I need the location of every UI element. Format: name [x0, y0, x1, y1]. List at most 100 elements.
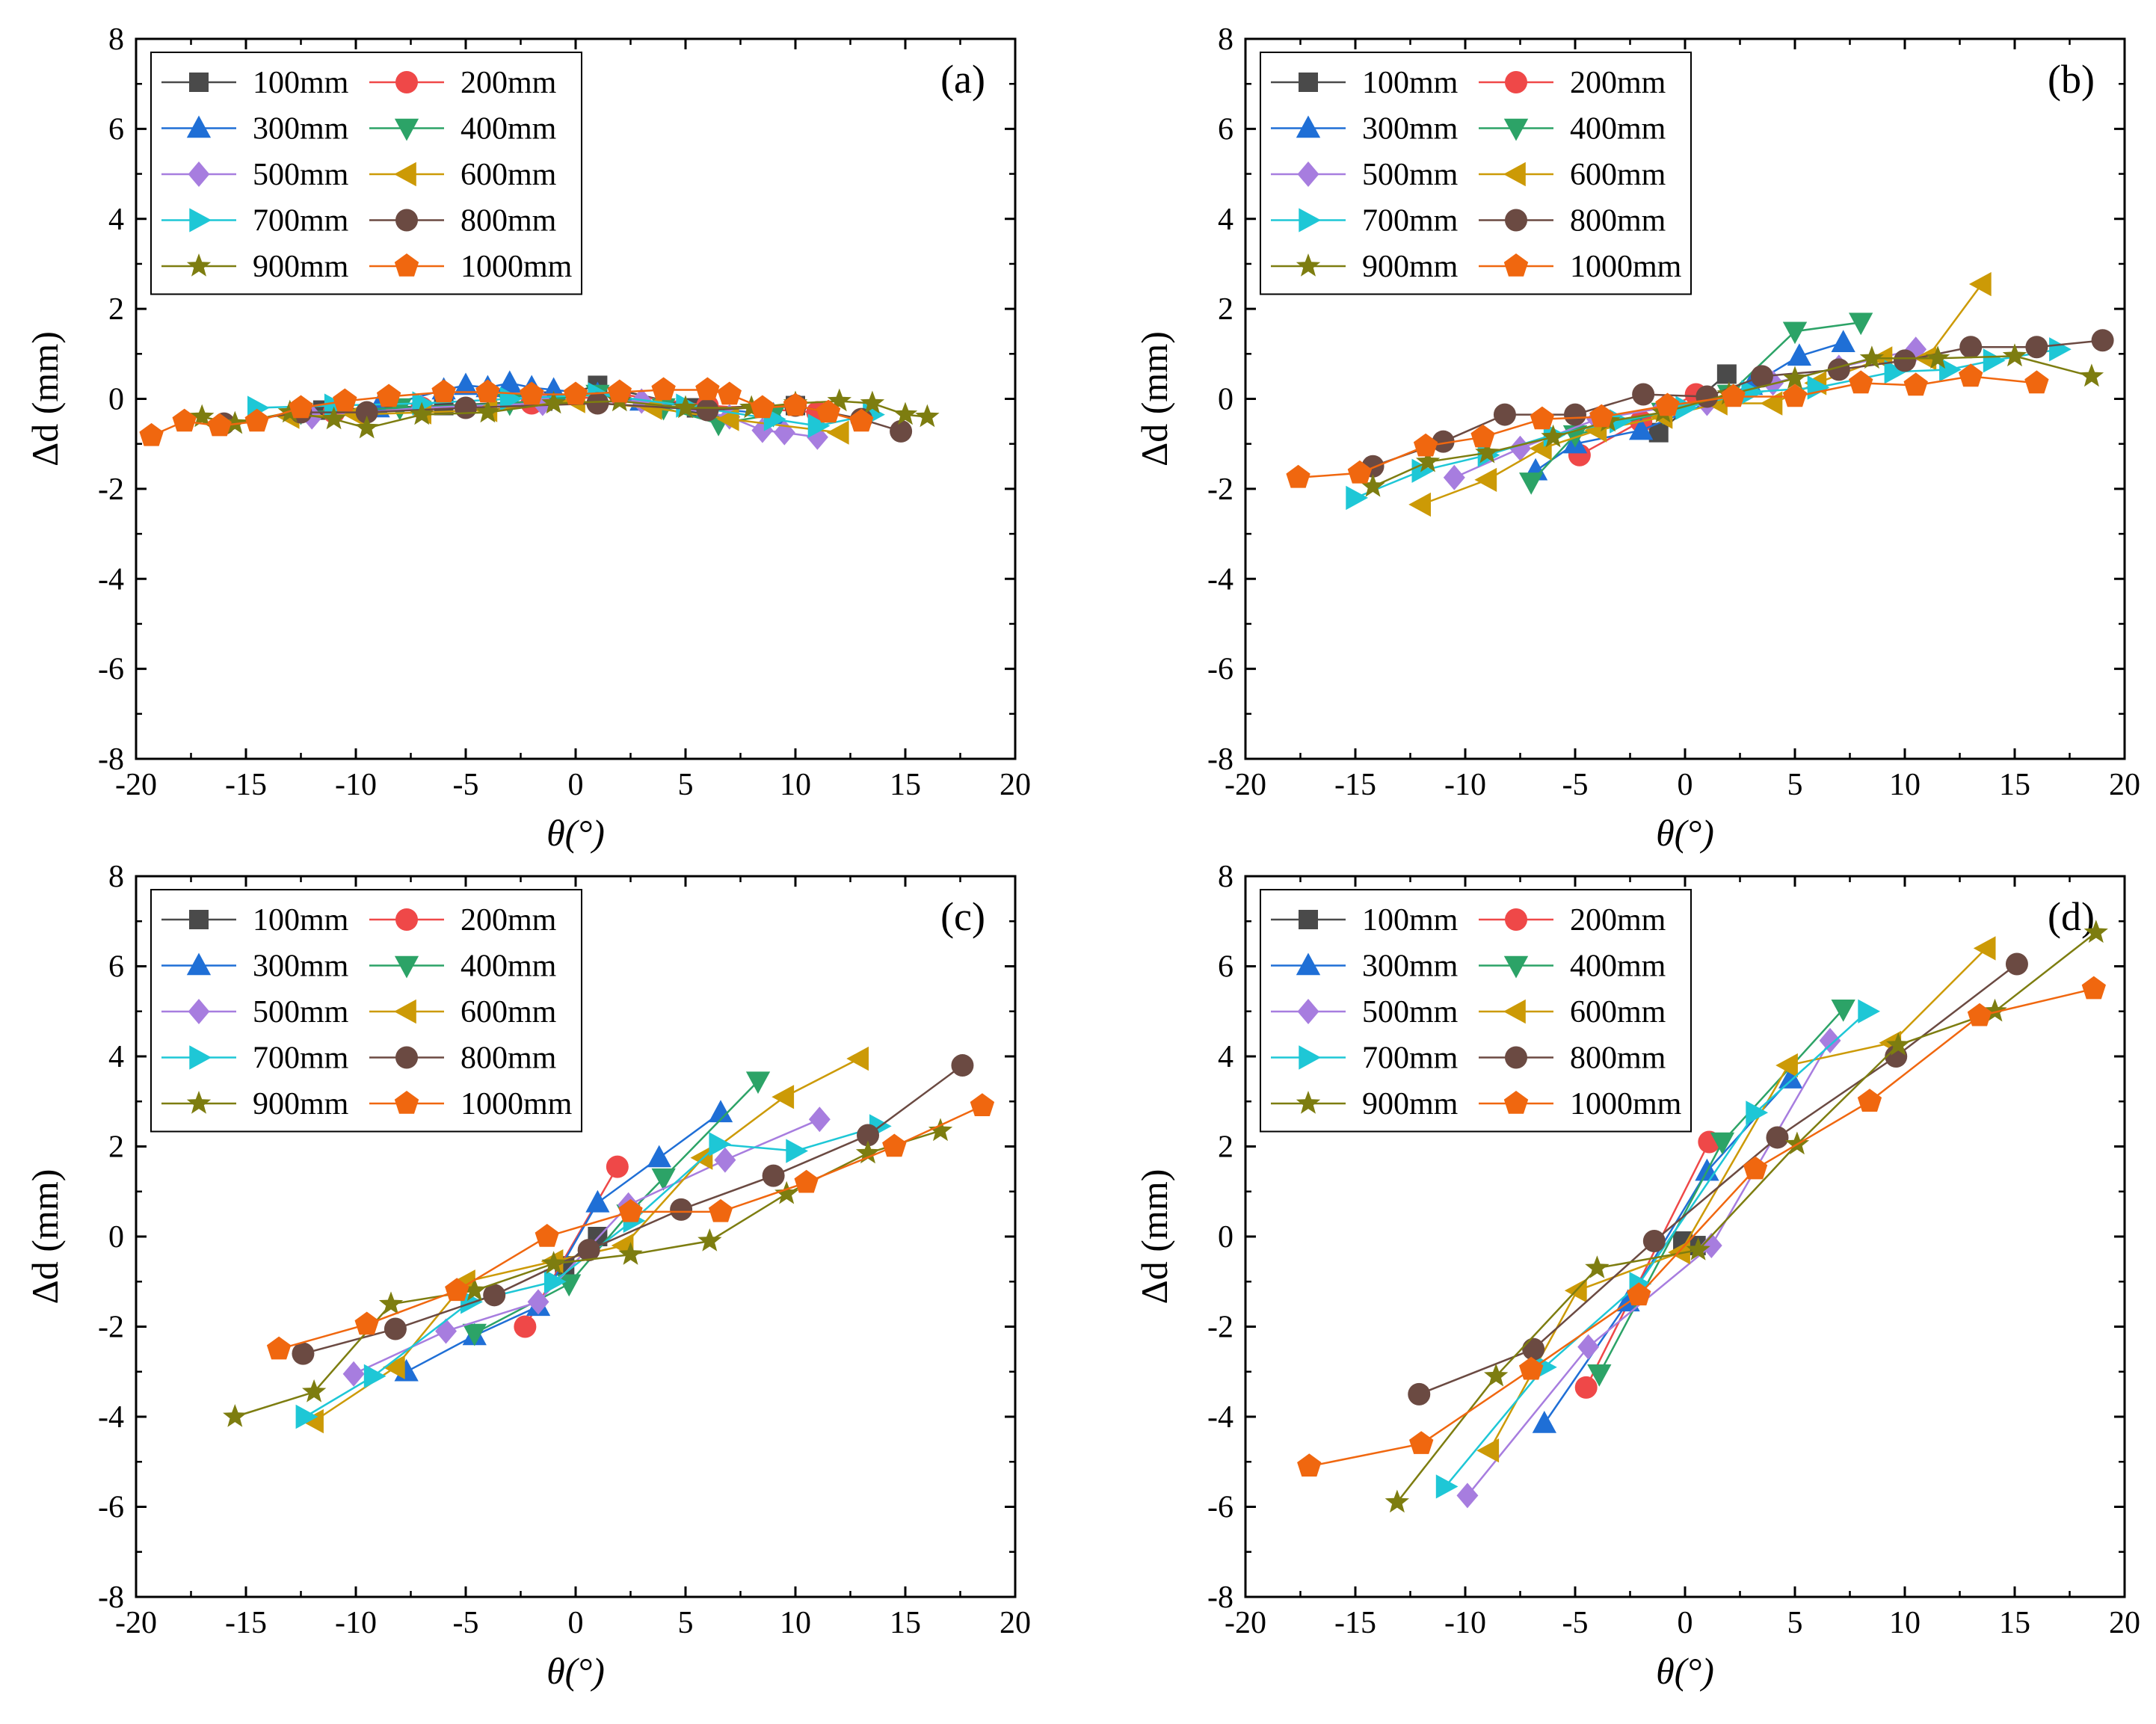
legend-label: 600mm — [461, 995, 557, 1029]
panel-d-x-tick-label: 15 — [1999, 1606, 2030, 1640]
data-point — [1743, 1156, 1768, 1180]
panel-b-series-800mm — [1361, 329, 2114, 478]
legend-marker — [1299, 1045, 1321, 1070]
data-point — [1474, 467, 1497, 492]
data-point — [651, 377, 676, 401]
legend-entry-700mm: 700mm — [1271, 204, 1459, 238]
data-point — [1766, 1126, 1789, 1149]
panel-a-x-tick-label: -15 — [225, 768, 267, 802]
data-point — [951, 1054, 974, 1077]
data-point — [786, 1139, 808, 1163]
panel-c-series-700mm — [295, 1114, 892, 1429]
panel-b-x-tick-label: 10 — [1889, 768, 1921, 802]
legend-entry-900mm: 900mm — [1271, 250, 1459, 284]
legend-entry-700mm: 700mm — [161, 204, 349, 238]
data-point — [475, 399, 500, 423]
legend-marker — [1503, 161, 1526, 187]
legend-entry-200mm: 200mm — [369, 903, 557, 938]
panel-c-y-tick-label: 2 — [108, 1130, 124, 1165]
data-point — [483, 1284, 506, 1307]
legend-entry-400mm: 400mm — [1479, 949, 1666, 984]
data-point — [695, 377, 720, 401]
legend-label: 800mm — [1570, 204, 1666, 238]
legend-entry-1000mm: 1000mm — [369, 1087, 573, 1121]
panel-c-series-800mm — [292, 1054, 974, 1365]
panel-c-y-tick-label: -4 — [98, 1400, 124, 1435]
data-point — [2002, 343, 2027, 367]
data-point — [1435, 1474, 1459, 1499]
data-point — [475, 379, 500, 403]
legend-entry-500mm: 500mm — [1271, 995, 1459, 1029]
data-point — [1408, 1382, 1431, 1406]
data-point — [1959, 363, 1983, 387]
legend-marker — [1296, 115, 1321, 138]
data-point — [1903, 372, 1928, 396]
data-point — [1493, 403, 1516, 426]
data-point — [1782, 321, 1808, 345]
legend-label: 800mm — [1570, 1041, 1666, 1076]
panel-c-x-tick-label: 10 — [780, 1606, 811, 1640]
data-point — [520, 381, 544, 405]
legend-entry-100mm: 100mm — [161, 66, 349, 100]
legend-marker — [1296, 253, 1321, 277]
data-point — [890, 419, 913, 443]
legend-label: 300mm — [253, 112, 349, 147]
panel-c-x-tick-label: 15 — [890, 1606, 921, 1640]
legend-label: 900mm — [253, 250, 349, 284]
legend-label: 200mm — [1570, 903, 1666, 938]
data-point — [266, 1336, 292, 1360]
legend-marker — [186, 1091, 212, 1114]
legend-label: 500mm — [253, 995, 349, 1029]
legend-label: 900mm — [1362, 250, 1459, 284]
data-point — [1886, 1032, 1911, 1056]
legend-marker — [186, 253, 212, 277]
data-point — [1695, 385, 1719, 408]
panel-c-series-1000mm — [266, 1093, 995, 1360]
data-point — [1519, 1356, 1544, 1380]
legend-label: 900mm — [1362, 1087, 1459, 1121]
data-point — [342, 1361, 365, 1387]
legend-label: 700mm — [1362, 204, 1459, 238]
data-point — [618, 1198, 643, 1222]
legend-entry-800mm: 800mm — [369, 204, 557, 238]
legend-label: 200mm — [461, 903, 557, 938]
panel-a-y-tick-label: -6 — [98, 653, 124, 687]
data-point — [673, 395, 698, 419]
legend-entry-600mm: 600mm — [1479, 995, 1666, 1029]
data-point — [1509, 435, 1531, 461]
data-point — [826, 420, 849, 445]
data-point — [455, 396, 477, 419]
legend-label: 400mm — [461, 112, 557, 147]
legend-entry-700mm: 700mm — [161, 1041, 349, 1076]
panel-c-series-200mm — [514, 1155, 629, 1338]
data-point — [1577, 1334, 1600, 1360]
data-point — [1784, 1131, 1810, 1155]
series-line — [234, 1130, 941, 1418]
panel-c-x-tick-label: -10 — [335, 1606, 377, 1640]
data-point — [378, 1291, 404, 1315]
panel-a-x-tick-label: -20 — [115, 768, 157, 802]
data-point — [1532, 1411, 1556, 1433]
data-point — [2025, 336, 2048, 359]
data-point — [2081, 976, 2106, 1000]
data-point — [462, 1278, 487, 1302]
panel-b-y-tick-label: -4 — [1207, 562, 1233, 597]
panel-a-x-tick-label: 15 — [890, 768, 921, 802]
data-point — [1456, 1483, 1479, 1509]
data-point — [1859, 345, 1885, 369]
legend-marker — [394, 253, 419, 277]
panel-c-y-axis-title: Δd (mm) — [24, 1169, 66, 1305]
legend-marker — [1505, 908, 1527, 931]
legend-marker — [1296, 952, 1321, 976]
panel-c-y-tick-label: 6 — [108, 950, 124, 985]
data-point — [139, 422, 164, 446]
data-point — [1385, 1489, 1409, 1513]
panel-b-x-tick-label: -5 — [1562, 768, 1589, 802]
panel-c-x-tick-label: -15 — [225, 1606, 267, 1640]
panel-a-label: (a) — [940, 57, 985, 102]
legend-label: 500mm — [1362, 995, 1459, 1029]
data-point — [1741, 380, 1764, 404]
data-point — [1721, 384, 1746, 407]
panel-b-x-tick-label: 5 — [1787, 768, 1803, 802]
